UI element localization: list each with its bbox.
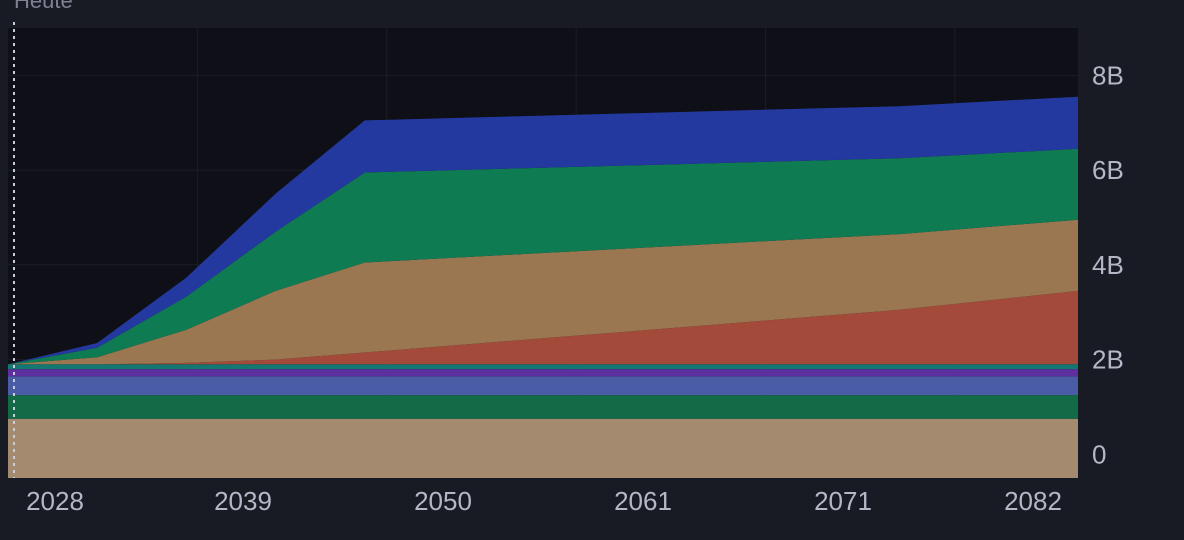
area-series-3 (8, 376, 1078, 396)
x-tick-label: 2082 (1004, 486, 1062, 516)
x-tick-label: 2050 (414, 486, 472, 516)
area-series-7 (8, 219, 1078, 365)
today-label: Heute (14, 0, 73, 13)
area-series-group (8, 96, 1078, 478)
y-tick-label: 8B (1092, 60, 1124, 90)
x-tick-label: 2039 (214, 486, 272, 516)
area-series-9 (8, 96, 1078, 365)
y-tick-label: 0 (1092, 439, 1106, 469)
x-tick-label: 2071 (814, 486, 872, 516)
area-series-5 (8, 364, 1078, 370)
y-axis-ticks: 0 2B 4B 6B 8B (1092, 60, 1124, 469)
area-series-8 (8, 148, 1078, 365)
x-tick-label: 2028 (26, 486, 84, 516)
area-series-6 (8, 290, 1078, 365)
area-series-1 (8, 418, 1078, 478)
x-tick-label: 2061 (614, 486, 672, 516)
y-tick-label: 6B (1092, 155, 1124, 185)
area-series-4 (8, 369, 1078, 377)
area-series-2 (8, 395, 1078, 419)
y-tick-label: 2B (1092, 345, 1124, 375)
y-tick-label: 4B (1092, 250, 1124, 280)
x-axis-ticks: 2028 2039 2050 2061 2071 2082 (26, 486, 1062, 516)
